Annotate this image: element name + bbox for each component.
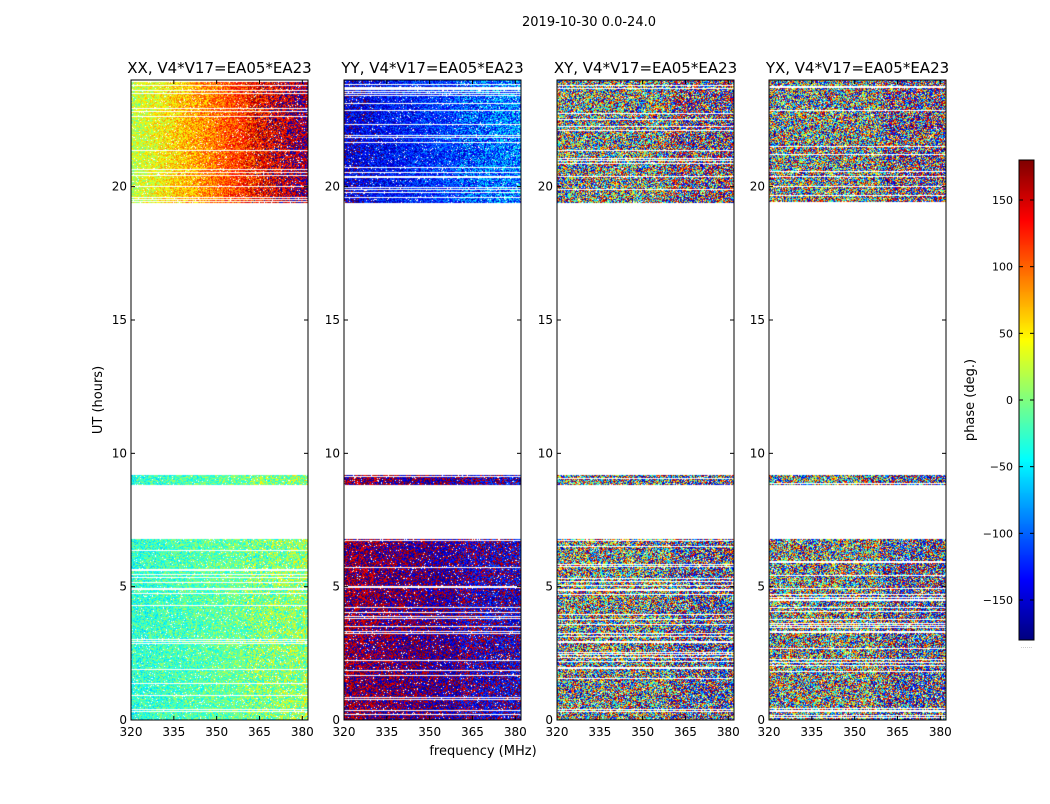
y-tick-label: 20 <box>112 180 127 194</box>
axes-frame <box>130 79 309 721</box>
x-tick-label: 335 <box>162 725 185 739</box>
x-tick-label: 365 <box>248 725 271 739</box>
y-tick-label: 10 <box>750 446 765 460</box>
colorbar-tick-label: 0 <box>1006 394 1013 407</box>
x-tick-label: 365 <box>674 725 697 739</box>
colorbar: 150 100 50 0 −50 −100 −150 phase (deg.)...... <box>963 159 1035 650</box>
colorbar-tick-label: −100 <box>983 527 1013 540</box>
x-tick-label: 350 <box>418 725 441 739</box>
panel-title: YX, V4*V17=EA05*EA23 <box>765 59 949 77</box>
y-tick-label: 5 <box>545 580 553 594</box>
y-tick-label: 15 <box>325 313 340 327</box>
colorbar-tick-label: −150 <box>983 594 1013 607</box>
axes-frame <box>343 79 522 721</box>
x-tick-label: 335 <box>588 725 611 739</box>
y-tick-label: 20 <box>538 180 553 194</box>
y-tick-label: 15 <box>538 313 553 327</box>
panel-xy: XY, V4*V17=EA05*EA23 320 335 350 365 380 0 5 10 1… <box>538 59 740 739</box>
x-tick-label: 380 <box>929 725 952 739</box>
y-axis-label: UT (hours) <box>91 366 106 434</box>
panels-group: XX, V4*V17=EA05*EA23 320 335 350 365 380 0 5 10 1… <box>112 59 952 739</box>
phase-heatmap <box>344 80 521 720</box>
x-axis-label: frequency (MHz) <box>429 744 536 759</box>
x-tick-label: 380 <box>717 725 740 739</box>
y-tick-label: 20 <box>750 180 765 194</box>
panel-title: YY, V4*V17=EA05*EA23 <box>340 59 523 77</box>
colorbar-tick-label: 150 <box>992 194 1013 207</box>
colorbar-footer: ...... <box>1021 643 1033 650</box>
y-tick-label: 10 <box>538 446 553 460</box>
x-tick-label: 350 <box>631 725 654 739</box>
x-tick-label: 320 <box>333 725 356 739</box>
colorbar-tick-label: −50 <box>990 461 1013 474</box>
phase-heatmap <box>557 80 734 720</box>
y-tick-label: 5 <box>119 580 127 594</box>
y-tick-label: 10 <box>325 446 340 460</box>
y-tick-label: 0 <box>332 713 340 727</box>
x-tick-label: 380 <box>291 725 314 739</box>
y-tick-label: 20 <box>325 180 340 194</box>
axes-frame <box>556 79 735 721</box>
colorbar-label: phase (deg.) <box>963 359 978 441</box>
panel-title: XY, V4*V17=EA05*EA23 <box>554 59 737 77</box>
y-tick-label: 5 <box>757 580 765 594</box>
axes-frame <box>768 79 947 721</box>
x-tick-label: 320 <box>546 725 569 739</box>
y-tick-label: 5 <box>332 580 340 594</box>
x-tick-label: 350 <box>205 725 228 739</box>
x-tick-label: 380 <box>504 725 527 739</box>
panel-xx: XX, V4*V17=EA05*EA23 320 335 350 365 380 0 5 10 1… <box>112 59 314 739</box>
y-tick-label: 0 <box>119 713 127 727</box>
phase-heatmap <box>769 80 946 720</box>
panel-yy: YY, V4*V17=EA05*EA23 320 335 350 365 380 0 5 10 1… <box>325 59 527 739</box>
panel-yx: YX, V4*V17=EA05*EA23 320 335 350 365 380 0 5 10 1… <box>750 59 952 739</box>
y-tick-label: 10 <box>112 446 127 460</box>
x-tick-label: 335 <box>800 725 823 739</box>
colorbar-gradient <box>1019 160 1034 640</box>
figure-suptitle: 2019-10-30 0.0-24.0 <box>522 15 656 30</box>
x-tick-label: 320 <box>758 725 781 739</box>
x-tick-label: 335 <box>375 725 398 739</box>
x-tick-label: 350 <box>843 725 866 739</box>
phase-heatmap <box>131 80 308 720</box>
y-tick-label: 15 <box>750 313 765 327</box>
y-tick-label: 15 <box>112 313 127 327</box>
colorbar-tick-label: 100 <box>992 261 1013 274</box>
panel-title: XX, V4*V17=EA05*EA23 <box>127 59 311 77</box>
x-tick-label: 365 <box>886 725 909 739</box>
y-tick-label: 0 <box>757 713 765 727</box>
x-tick-label: 320 <box>120 725 143 739</box>
x-tick-label: 365 <box>461 725 484 739</box>
y-tick-label: 0 <box>545 713 553 727</box>
colorbar-tick-label: 50 <box>999 327 1013 340</box>
